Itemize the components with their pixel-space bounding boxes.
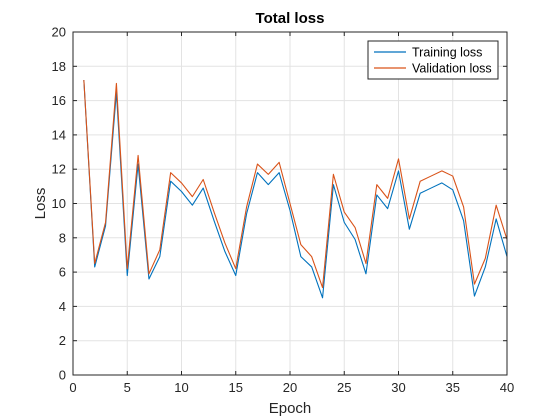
- series-layer: [83, 79, 508, 299]
- x-tick-label: 40: [500, 380, 514, 395]
- y-axis-title: Loss: [32, 188, 49, 220]
- series-line-training-loss: [83, 79, 508, 299]
- chart-title: Total loss: [256, 10, 325, 27]
- y-tick-label: 2: [59, 333, 66, 348]
- y-tick-label: 12: [52, 162, 66, 177]
- y-tick-label: 20: [52, 25, 66, 40]
- x-tick-label: 25: [337, 380, 351, 395]
- y-tick-label: 8: [59, 230, 66, 245]
- legend-box: [367, 40, 499, 80]
- tick-labels: 0 5 10 15 20 25 30 35 40 0 2 4 6 8 10 12 14 16 18 20: [52, 25, 515, 396]
- legend: Training loss Validation loss: [367, 40, 499, 80]
- x-tick-label: 30: [391, 380, 405, 395]
- legend-label: Training loss: [412, 46, 482, 60]
- x-tick-label: 35: [446, 380, 460, 395]
- series-line-validation-loss: [83, 79, 508, 289]
- x-tick-label: 15: [229, 380, 243, 395]
- y-tick-label: 18: [52, 59, 66, 74]
- y-tick-label: 4: [59, 299, 66, 314]
- x-axis-title: Epoch: [269, 400, 312, 417]
- x-tick-label: 5: [124, 380, 131, 395]
- ticks: [72, 31, 508, 376]
- y-tick-label: 14: [52, 127, 66, 142]
- x-tick-label: 0: [69, 380, 76, 395]
- legend-label: Validation loss: [412, 62, 492, 76]
- y-tick-label: 10: [52, 196, 66, 211]
- x-tick-label: 10: [174, 380, 188, 395]
- x-tick-label: 20: [283, 380, 297, 395]
- grid: [72, 31, 508, 376]
- y-tick-label: 16: [52, 93, 66, 108]
- y-tick-label: 6: [59, 265, 66, 280]
- y-tick-label: 0: [59, 368, 66, 383]
